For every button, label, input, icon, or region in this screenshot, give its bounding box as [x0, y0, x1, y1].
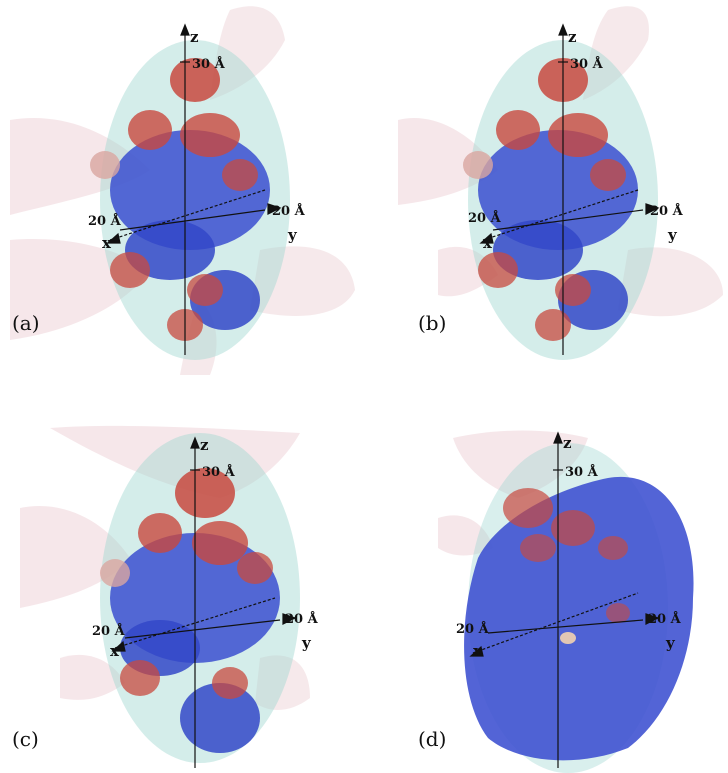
panel-d-render: [438, 430, 694, 773]
panel-a-axes: [106, 23, 282, 355]
panel-b: z 30 Å 20 Å x 20 Å y (b): [378, 0, 728, 375]
panel-c-render: [20, 425, 310, 763]
panel-a-axis-x: x: [102, 234, 112, 252]
panel-c-label: (c): [12, 727, 39, 751]
panel-a: z 30 Å 20 Å x 20 Å y (a): [10, 0, 360, 375]
panel-b-tick-x: 20 Å: [468, 210, 502, 226]
panel-d-tick-x: 20 Å: [456, 621, 490, 637]
panel-d-label: (d): [418, 727, 446, 751]
panel-c-axes: [111, 436, 297, 768]
panel-c: z 30 Å 20 Å x 20 Å y (c): [10, 398, 360, 773]
panel-d-tick-y: 20 Å: [648, 611, 682, 627]
panel-c-axis-x: x: [110, 642, 120, 660]
panel-d-axes: [469, 431, 660, 768]
panel-b-label: (b): [418, 311, 446, 335]
panel-b-axis-x: x: [483, 234, 493, 252]
panel-a-label: (a): [12, 311, 40, 335]
panel-c-tick-y: 20 Å: [285, 611, 319, 627]
panel-d-axis-x: x: [473, 642, 483, 660]
panel-b-tick-z: 30 Å: [570, 56, 604, 72]
panel-a-axis-y: y: [287, 226, 298, 244]
panel-d-axis-z: z: [563, 434, 572, 452]
panel-d-axis-y: y: [665, 634, 676, 652]
panel-d: z 30 Å 20 Å x 20 Å y (d): [378, 398, 728, 773]
panel-a-render: [10, 6, 355, 375]
panel-a-tick-x: 20 Å: [88, 213, 122, 229]
panel-b-axes: [479, 23, 660, 355]
panel-b-axis-y: y: [667, 226, 678, 244]
panel-b-axis-z: z: [568, 28, 577, 46]
panel-d-tick-z: 30 Å: [565, 464, 599, 480]
panel-b-render: [398, 6, 723, 360]
panel-b-tick-y: 20 Å: [650, 203, 684, 219]
panel-a-axis-z: z: [190, 28, 199, 46]
panel-c-axis-y: y: [301, 634, 312, 652]
panel-c-tick-z: 30 Å: [202, 464, 236, 480]
panel-a-tick-y: 20 Å: [272, 203, 306, 219]
panel-a-tick-z: 30 Å: [192, 56, 226, 72]
panel-c-tick-x: 20 Å: [92, 623, 126, 639]
panel-c-axis-z: z: [200, 436, 209, 454]
